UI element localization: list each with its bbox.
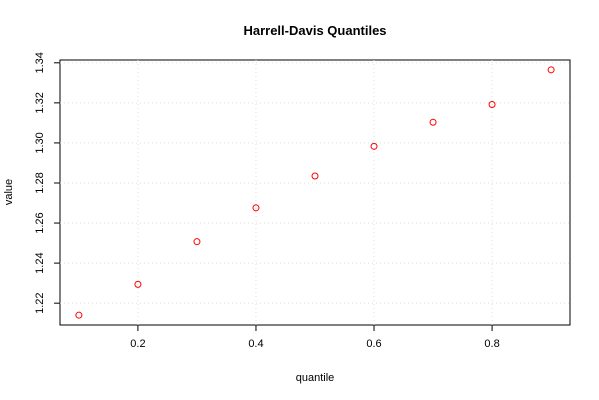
x-tick-label: 0.4 [248,338,263,350]
point [252,204,260,212]
y-tick-label: 1.26 [34,212,46,233]
point [311,172,319,180]
point [193,238,201,246]
point [488,100,496,108]
chart-title: Harrell-Davis Quantiles [243,23,386,38]
point [370,142,378,150]
y-tick-label: 1.30 [34,132,46,153]
plot-box [59,59,571,326]
point [75,311,83,319]
x-tick-label: 0.2 [130,338,145,350]
point [429,118,437,126]
point [547,66,555,74]
x-tick-label: 0.8 [484,338,499,350]
y-tick-label: 1.32 [34,92,46,113]
point [134,280,142,288]
y-tick-label: 1.24 [34,252,46,273]
y-axis-label: value [3,179,15,205]
y-tick-label: 1.34 [34,52,46,73]
x-axis-label: quantile [296,372,335,384]
y-tick-label: 1.28 [34,172,46,193]
y-tick-label: 1.22 [34,292,46,313]
x-tick-label: 0.6 [366,338,381,350]
